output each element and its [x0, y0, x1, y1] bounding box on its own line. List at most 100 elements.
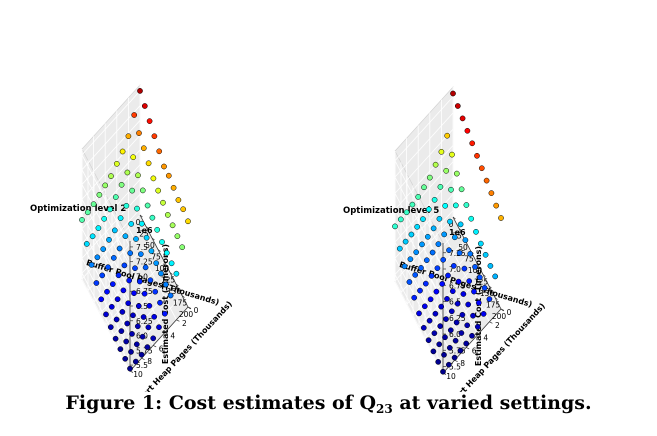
data-point	[447, 218, 453, 225]
grid-line-z	[394, 145, 454, 210]
grid-line-y	[81, 278, 131, 372]
z-tick-label: 5.5	[449, 363, 461, 372]
data-point	[131, 112, 138, 118]
data-point	[449, 288, 456, 295]
y-tick-label: 0	[507, 308, 512, 317]
data-point	[443, 316, 449, 322]
data-point	[108, 303, 115, 310]
data-point	[450, 263, 457, 269]
data-point	[463, 202, 470, 208]
data-point	[169, 222, 176, 229]
data-point	[156, 324, 162, 331]
data-point	[412, 272, 419, 278]
data-point	[432, 161, 439, 168]
data-point	[96, 191, 103, 198]
figure-canvas: 025507510012515017520002468105.55.756.06…	[30, 84, 547, 392]
z-tick-label: 6.25	[136, 317, 153, 326]
data-point	[84, 209, 91, 216]
data-point	[420, 324, 427, 331]
data-point	[161, 163, 167, 170]
data-point	[90, 201, 97, 208]
data-point	[444, 296, 450, 302]
data-point	[134, 323, 141, 330]
data-point	[470, 312, 476, 319]
data-point	[403, 209, 410, 216]
data-point	[170, 184, 177, 191]
data-point	[432, 310, 439, 317]
grid-line-x	[430, 285, 490, 351]
data-point	[428, 273, 435, 279]
data-point	[135, 172, 141, 179]
data-point	[179, 244, 186, 251]
data-point	[458, 330, 465, 336]
x-tick-mark	[452, 216, 456, 220]
data-point	[112, 335, 119, 342]
data-point	[436, 341, 443, 348]
x-tick-mark	[458, 228, 462, 231]
grid-line-z	[81, 228, 131, 321]
data-point	[150, 335, 157, 342]
data-point	[163, 250, 170, 256]
data-point	[150, 175, 157, 182]
data-point	[117, 346, 124, 352]
data-point	[146, 302, 153, 309]
data-point	[423, 257, 430, 264]
y-tick-label: 4	[483, 334, 488, 343]
data-point	[435, 241, 442, 247]
data-point	[147, 277, 154, 284]
y-tick-mark	[153, 345, 157, 348]
x-tick-label: 25	[139, 230, 149, 239]
data-point	[419, 241, 425, 248]
data-point	[417, 287, 423, 294]
data-point	[120, 287, 127, 294]
data-point	[456, 250, 463, 256]
data-point	[83, 241, 90, 247]
data-point	[441, 231, 448, 238]
data-point	[129, 187, 136, 194]
data-point	[133, 236, 139, 242]
data-point	[79, 217, 85, 223]
data-point	[144, 344, 151, 350]
data-point	[127, 250, 134, 256]
data-point	[103, 311, 109, 318]
data-point	[125, 300, 132, 307]
data-point	[445, 272, 451, 279]
data-point	[464, 127, 471, 134]
y-tick-mark	[164, 332, 168, 335]
data-point	[429, 249, 436, 256]
y-tick-mark	[466, 347, 470, 350]
y-tick-label: 4	[170, 332, 175, 341]
data-point	[122, 233, 129, 240]
data-point	[397, 216, 404, 223]
data-point	[151, 133, 158, 140]
data-point	[415, 194, 422, 200]
data-point	[118, 328, 125, 334]
grid-line-z	[81, 199, 131, 292]
data-point	[442, 202, 449, 209]
data-point	[137, 88, 143, 94]
subplot-title: Optimization level 2	[30, 204, 126, 214]
data-point	[453, 319, 460, 326]
data-point	[162, 281, 169, 288]
data-point	[145, 324, 152, 331]
data-point	[448, 186, 454, 193]
data-point	[173, 270, 180, 277]
data-point	[143, 234, 150, 241]
data-point	[136, 278, 143, 285]
x-tick-label: 100	[155, 264, 170, 273]
data-point	[107, 324, 114, 330]
data-point	[132, 358, 139, 365]
data-point	[392, 223, 398, 230]
data-point	[458, 186, 465, 193]
y-tick-label: 10	[446, 372, 456, 381]
data-point	[129, 331, 135, 337]
z-tick-label: 6.5	[449, 298, 461, 307]
data-point	[164, 212, 171, 218]
data-point	[422, 280, 429, 287]
grid-line-x	[424, 274, 484, 339]
data-point	[153, 260, 160, 266]
data-point	[438, 148, 445, 155]
data-point	[146, 118, 153, 124]
z-tick-label: 5.75	[136, 346, 153, 355]
data-point	[438, 303, 445, 310]
